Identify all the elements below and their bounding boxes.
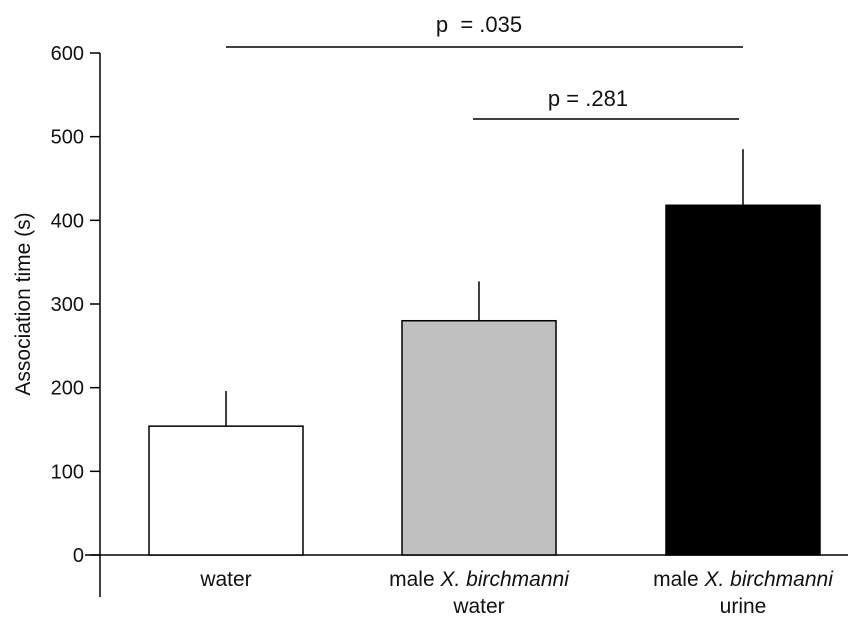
significance-label-2: p = .281: [548, 86, 628, 111]
category-label-line2-2: water: [452, 595, 504, 618]
y-tick-label-600: 600: [51, 43, 84, 65]
bars: [148, 149, 821, 556]
bar-1: [148, 425, 304, 556]
category-label-species: X. birchmanni: [439, 568, 570, 591]
significance-label-1: p = .035: [436, 12, 522, 37]
category-label-plain: male: [653, 568, 704, 591]
bar-2: [401, 319, 557, 556]
category-label-plain: water: [199, 568, 251, 591]
y-tick-label-500: 500: [51, 127, 84, 149]
y-tick-label-200: 200: [51, 378, 84, 400]
category-label-plain: male: [389, 568, 440, 591]
category-label-species: X. birchmanni: [703, 568, 834, 591]
significance-annotations: p = .035 p = .281: [226, 12, 743, 120]
bar-3: [665, 204, 821, 556]
y-tick-label-400: 400: [51, 210, 84, 232]
y-axis-title: Association time (s): [12, 212, 35, 395]
category-label-3: male X. birchmanni: [653, 568, 834, 591]
category-label-1: water: [199, 568, 251, 591]
y-tick-label-0: 0: [73, 545, 84, 567]
category-label-line2-3: urine: [720, 595, 767, 618]
y-tick-label-300: 300: [51, 294, 84, 316]
category-label-2: male X. birchmanni: [389, 568, 570, 591]
y-tick-label-100: 100: [51, 461, 84, 483]
labels: water male X. birchmanni water male X. birc…: [199, 568, 834, 618]
